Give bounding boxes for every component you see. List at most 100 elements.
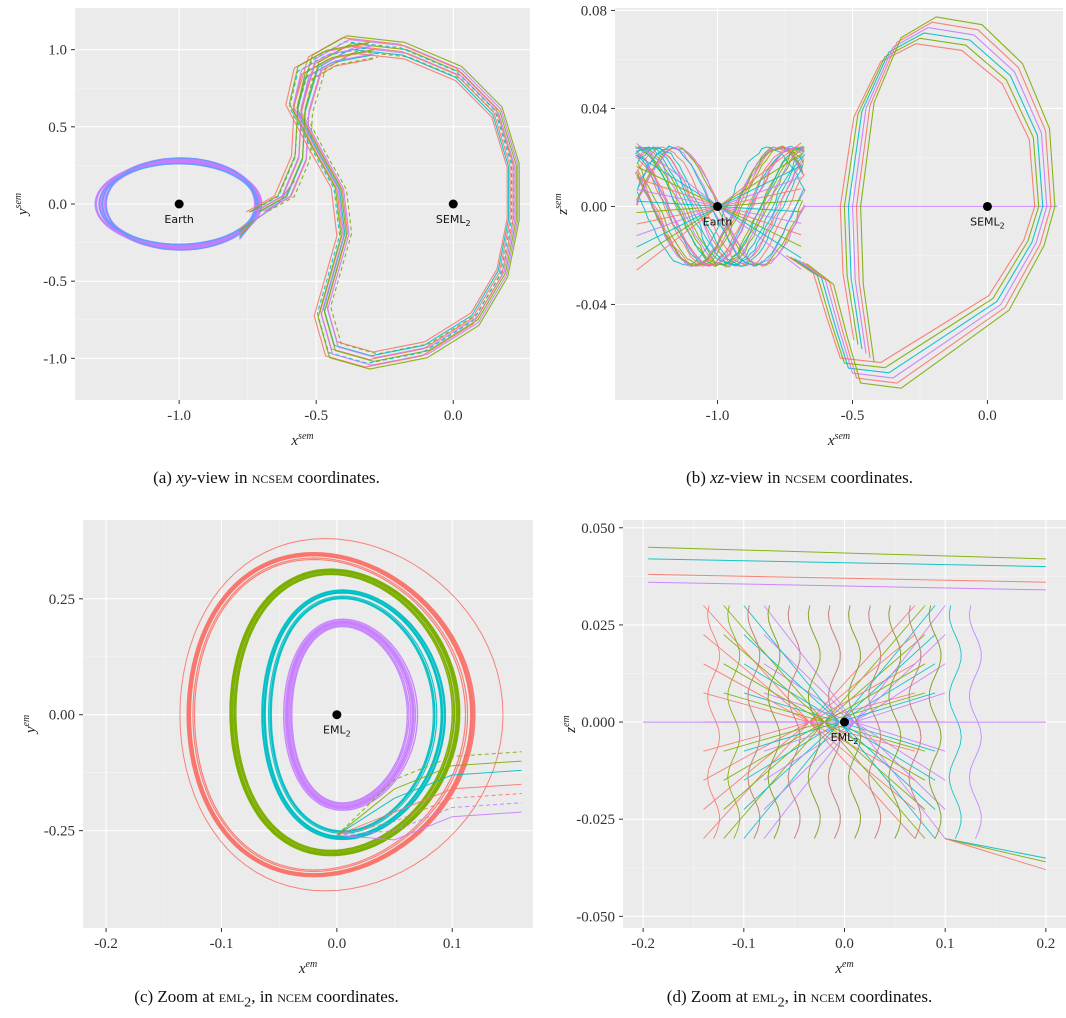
x-tick-label: 0.0 xyxy=(978,408,997,424)
body-point-label: SEML2 xyxy=(970,215,1005,230)
x-tick-label: -1.0 xyxy=(167,408,191,424)
lissajous-curve xyxy=(636,146,806,267)
halo-orbit xyxy=(263,591,443,838)
transfer-trajectory xyxy=(248,35,520,370)
exit-trajectory xyxy=(336,783,522,836)
earth-orbit xyxy=(105,157,258,251)
exit-trajectory xyxy=(336,802,522,836)
transfer-trajectory xyxy=(245,37,514,368)
x-axis-title: xem xyxy=(298,959,317,977)
y-axis-title: zem xyxy=(561,715,579,734)
chart-b: -1.0 -0.5 0.0 -0.04 0.00 0.04 0.08 xsem zsem Eart… xyxy=(553,3,1063,449)
halo-orbit xyxy=(193,558,467,871)
x-axis-title: xem xyxy=(834,959,853,977)
body-point xyxy=(174,199,184,209)
trajectories xyxy=(179,537,522,892)
lissajous-curve xyxy=(635,147,806,266)
y-tick-label: -0.025 xyxy=(576,812,615,828)
x-tick-label: -0.2 xyxy=(94,936,118,952)
halo-orbit xyxy=(230,569,459,856)
y-tick-label: 0.00 xyxy=(49,708,75,724)
transfer-trajectory xyxy=(250,41,513,364)
x-axis-title: xsem xyxy=(290,431,313,449)
departure-trajectory xyxy=(945,838,1047,863)
approach-trajectory xyxy=(648,573,1046,583)
panel-c: -0.2 -0.1 0.0 0.1 -0.25 0.00 0.25 xem yem EML2 (c… xyxy=(0,509,533,1018)
halo-orbit xyxy=(291,625,408,804)
halo-orbit xyxy=(262,590,445,840)
y-axis-title: zsem xyxy=(553,193,571,215)
transfer-trajectory xyxy=(260,48,510,357)
trajectories xyxy=(643,546,1047,871)
earth-orbit xyxy=(101,162,257,246)
y-tick-label: 0.025 xyxy=(581,618,615,634)
y-tick-label: 0.000 xyxy=(581,715,615,731)
x-tick-label: -0.1 xyxy=(210,936,234,952)
chart-c: -0.2 -0.1 0.0 0.1 -0.25 0.00 0.25 xem yem EML2 xyxy=(21,520,533,977)
halo-orbit xyxy=(186,552,476,878)
exit-trajectory xyxy=(336,760,522,836)
x-tick-label: 0.0 xyxy=(444,408,463,424)
body-point-label: EML2 xyxy=(831,731,859,746)
exit-trajectory xyxy=(336,811,522,841)
exit-trajectory xyxy=(336,793,522,836)
y-tick-label: 0.04 xyxy=(581,101,608,117)
earth-orbit xyxy=(102,157,258,251)
caption-a: (a) xy-view in ncsem coordinates. xyxy=(153,468,380,487)
halo-orbit xyxy=(192,557,469,873)
halo-orbit xyxy=(282,618,419,811)
body-point xyxy=(332,710,342,720)
caption-b: (b) xz-view in ncsem coordinates. xyxy=(686,468,913,487)
y-tick-label: 0.050 xyxy=(581,521,615,537)
outer-orbit xyxy=(179,537,504,892)
y-tick-label: 0.25 xyxy=(49,592,75,608)
body-point xyxy=(713,201,723,211)
body-point xyxy=(982,201,992,211)
y-tick-label: -0.04 xyxy=(576,297,608,313)
y-tick-label: -0.25 xyxy=(44,824,75,840)
y-tick-label: 1.0 xyxy=(48,43,67,59)
x-tick-label: -1.0 xyxy=(706,408,730,424)
caption-c: (c) Zoom at eml2, in ncem coordinates. xyxy=(134,987,399,1011)
halo-orbit xyxy=(267,595,438,834)
lissajous-curve xyxy=(637,146,804,266)
exit-trajectory xyxy=(336,751,522,836)
x-tick-label: -0.5 xyxy=(841,408,865,424)
y-tick-label: -0.5 xyxy=(43,274,67,290)
lissajous-curve xyxy=(637,146,805,268)
x-tick-label: 0.0 xyxy=(835,936,854,952)
x-tick-label: -0.1 xyxy=(732,936,756,952)
halo-orbit xyxy=(188,553,474,876)
connecting-arc xyxy=(239,180,295,240)
halo-orbit xyxy=(229,568,460,857)
y-tick-label: 0.0 xyxy=(48,197,67,213)
trajectories xyxy=(94,35,520,370)
x-tick-label: 0.1 xyxy=(443,936,462,952)
lissajous-curve xyxy=(637,146,805,267)
halo-orbit xyxy=(289,624,410,805)
y-axis-title: ysem xyxy=(13,193,31,217)
y-tick-label: -1.0 xyxy=(43,351,67,367)
transfer-trajectory xyxy=(253,39,519,366)
halo-orbit xyxy=(288,623,412,807)
y-axis-title: yem xyxy=(21,715,39,735)
y-tick-label: 0.08 xyxy=(581,3,607,19)
panel-d: -0.2 -0.1 0.0 0.1 0.2 -0.050 -0.025 0.000 0.025 0… xyxy=(533,509,1066,1018)
departure-trajectory xyxy=(945,838,1046,859)
halo-orbit xyxy=(264,592,442,838)
chart-d: -0.2 -0.1 0.0 0.1 0.2 -0.050 -0.025 0.000 0.025 0… xyxy=(561,520,1066,977)
lissajous-curve xyxy=(637,145,804,266)
lissajous-curve xyxy=(637,145,805,267)
body-point xyxy=(448,199,458,209)
halo-orbit xyxy=(232,570,457,854)
caption-d: (d) Zoom at eml2, in ncem coordinates. xyxy=(666,987,933,1011)
transfer-loop xyxy=(794,32,1044,374)
transfer-loop xyxy=(802,21,1052,384)
transfer-loop xyxy=(786,43,1036,364)
x-tick-label: -0.5 xyxy=(304,408,328,424)
transfer-loop xyxy=(790,37,1040,369)
body-point-label: SEML2 xyxy=(436,213,471,228)
approach-trajectory xyxy=(648,546,1046,560)
x-tick-label: 0.1 xyxy=(936,936,955,952)
halo-orbit xyxy=(261,589,447,841)
